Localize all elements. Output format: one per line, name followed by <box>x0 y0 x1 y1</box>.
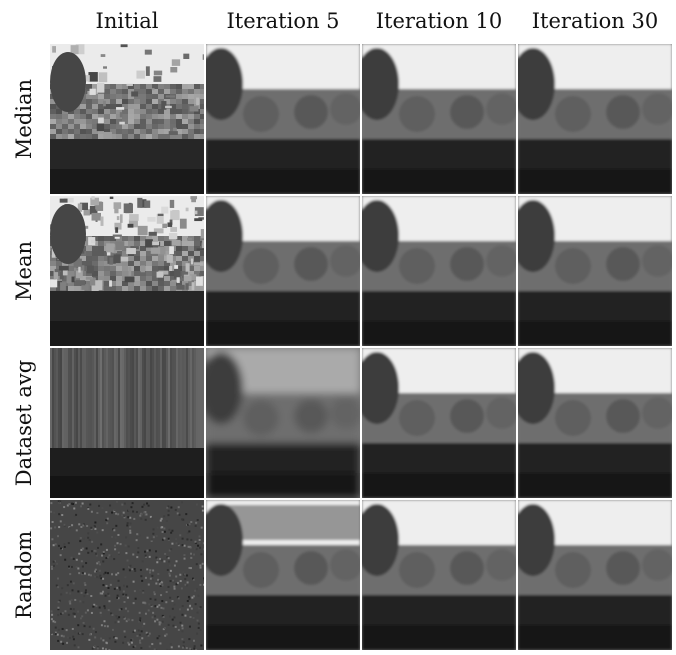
image-grid <box>50 44 672 650</box>
row-label-dataset-avg: Dataset avg <box>12 359 36 487</box>
depth-image-mean-iteration-10 <box>362 196 516 346</box>
depth-image-random-iteration-5 <box>206 500 360 650</box>
depth-image-dataset-avg-iteration-30 <box>518 348 672 498</box>
depth-image-median-iteration-10 <box>362 44 516 194</box>
depth-image-median-iteration-5 <box>206 44 360 194</box>
depth-image-dataset-avg-initial <box>50 348 204 498</box>
depth-image-mean-iteration-30 <box>518 196 672 346</box>
depth-image-mean-initial <box>50 196 204 346</box>
column-header-iteration-30: Iteration 30 <box>531 9 659 33</box>
column-header-iteration-10: Iteration 10 <box>375 9 503 33</box>
column-header-initial: Initial <box>95 9 159 33</box>
row-label-mean: Mean <box>12 241 37 301</box>
column-header-iteration-5: Iteration 5 <box>226 9 340 33</box>
depth-image-dataset-avg-iteration-5 <box>206 348 360 498</box>
depth-image-mean-iteration-5 <box>206 196 360 346</box>
depth-image-random-initial <box>50 500 204 650</box>
depth-image-dataset-avg-iteration-10 <box>362 348 516 498</box>
depth-image-median-iteration-30 <box>518 44 672 194</box>
depth-image-random-iteration-30 <box>518 500 672 650</box>
depth-image-median-initial <box>50 44 204 194</box>
row-label-median: Median <box>12 78 37 160</box>
depth-image-random-iteration-10 <box>362 500 516 650</box>
row-label-random: Random <box>12 530 36 620</box>
